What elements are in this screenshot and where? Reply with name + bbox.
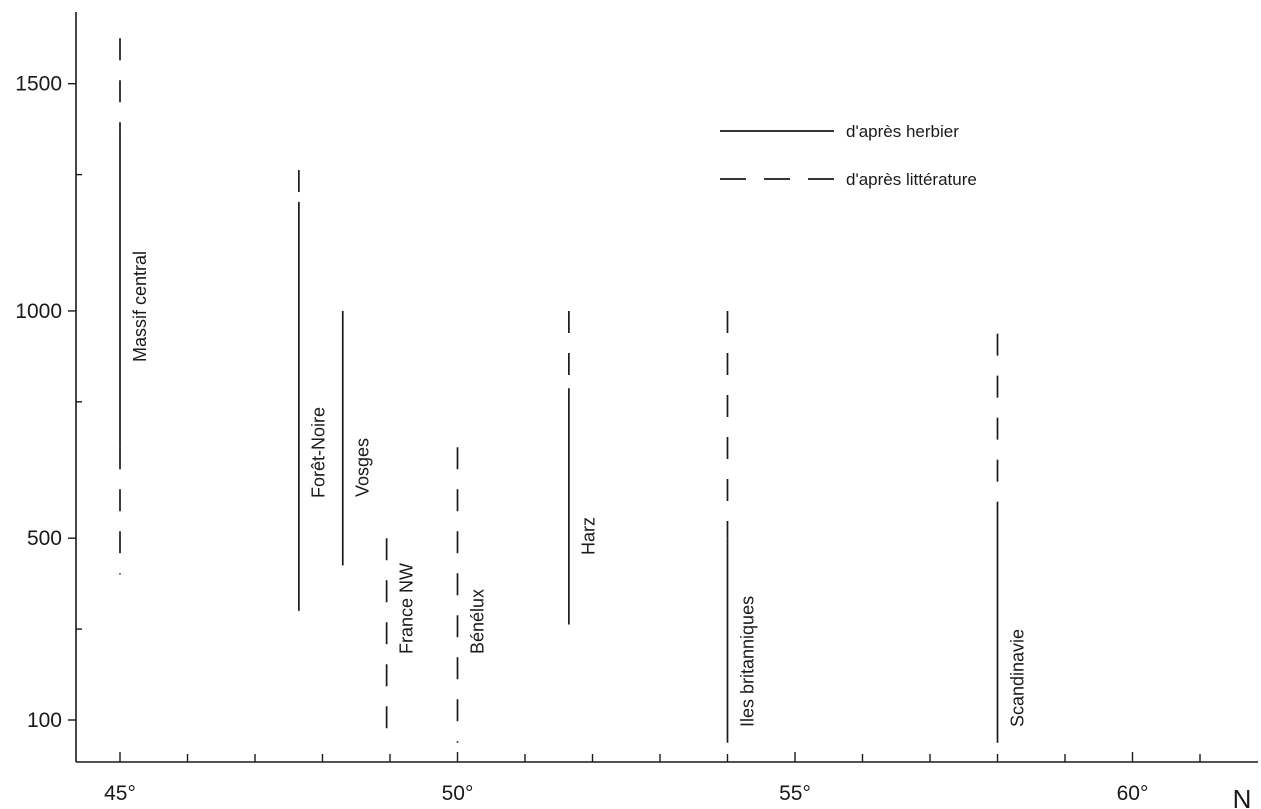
legend-label: d'après littérature [846, 170, 977, 189]
series-label: Massif central [130, 251, 150, 362]
series-iles-britanniques: Iles britanniques [726, 310, 757, 743]
series-harz: Harz [568, 310, 599, 625]
y-ticks: 100 500 1000 1500 [15, 73, 82, 732]
series-label: France NW [396, 563, 416, 654]
x-ticks: 45° 50° 55° 60° [104, 752, 1201, 805]
x-tick-label: 45° [104, 782, 136, 805]
series-b-n-lux: Bénélux [456, 447, 487, 743]
series-france-nw: France NW [385, 538, 416, 743]
y-tick-label: 1000 [15, 300, 62, 323]
x-tick-label: 50° [442, 782, 474, 805]
legend-item-solid: d'après herbier [720, 122, 959, 141]
x-axis-label: N [1233, 784, 1252, 809]
series-label: Bénélux [467, 589, 487, 654]
series-label: Iles britanniques [737, 596, 757, 727]
x-tick-label: 60° [1117, 782, 1149, 805]
y-tick-label: 1500 [15, 73, 62, 96]
axes: N [75, 12, 1258, 809]
series-label: Scandinavie [1007, 629, 1027, 727]
y-tick-label: 100 [27, 709, 62, 732]
series-label: Forêt-Noire [309, 407, 329, 498]
series-vosges: Vosges [341, 310, 373, 566]
series-label: Harz [579, 517, 599, 555]
series-for-t-noire: Forêt-Noire [298, 170, 329, 611]
series-label: Vosges [353, 438, 373, 497]
series-layer: Massif central Forêt-Noire Vosges France NW… [119, 38, 1027, 743]
series-scandinavie: Scandinavie [996, 333, 1027, 743]
series-massif-central: Massif central [119, 38, 150, 575]
legend-item-dashed: d'après littérature [720, 170, 977, 189]
y-tick-label: 500 [27, 527, 62, 550]
x-tick-label: 55° [779, 782, 811, 805]
legend: d'après herbier d'après littérature [720, 122, 977, 189]
legend-label: d'après herbier [846, 122, 959, 141]
